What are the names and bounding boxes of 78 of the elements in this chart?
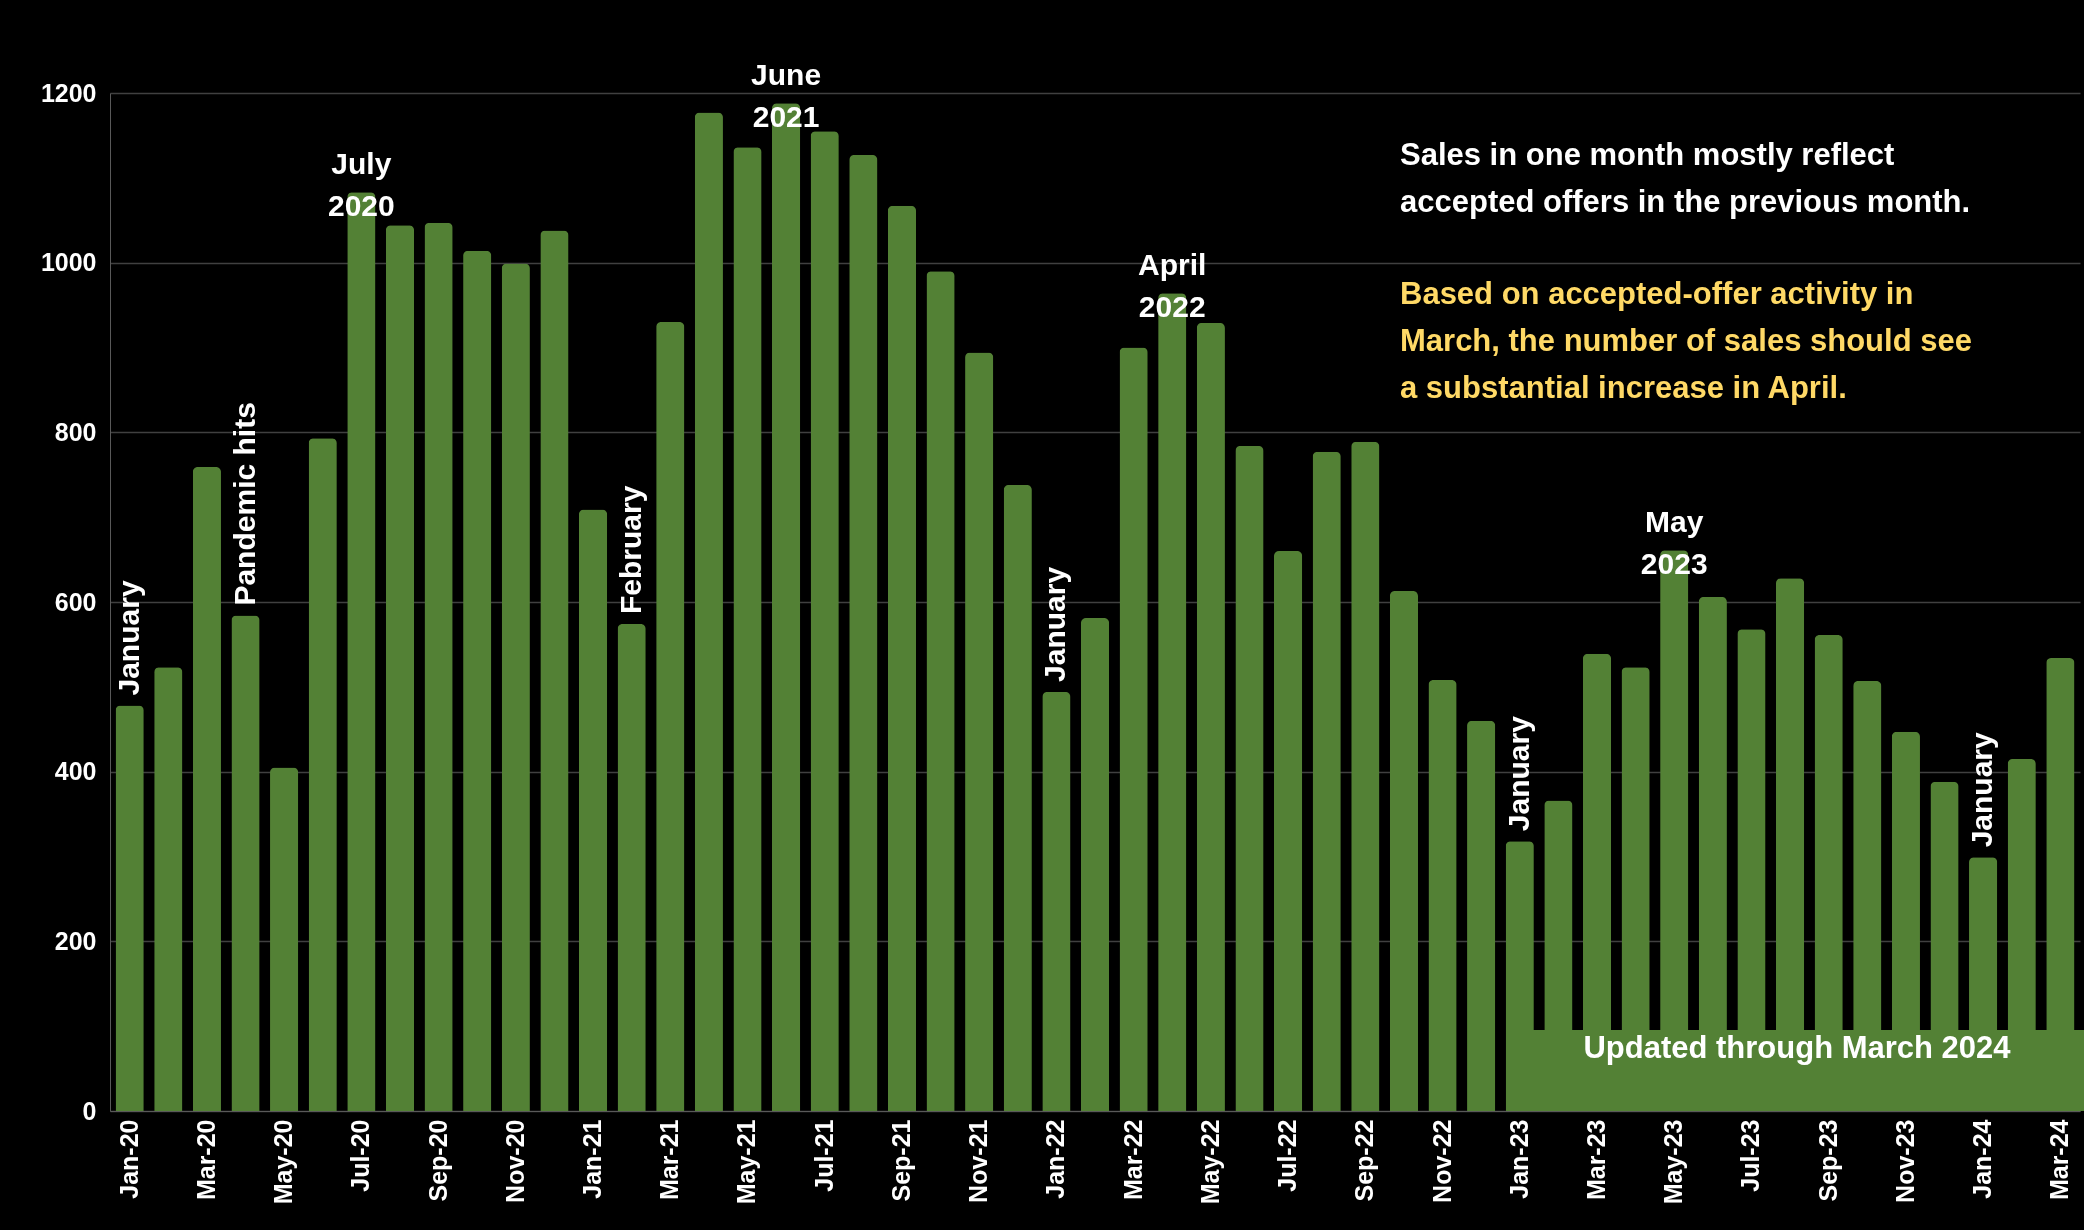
x-tick-label: Mar-22 — [1118, 1119, 1147, 1201]
bar — [810, 131, 839, 1111]
bar — [501, 263, 530, 1111]
bar — [694, 112, 723, 1111]
bar — [617, 624, 646, 1111]
bar — [385, 225, 415, 1111]
annotation: January — [111, 580, 145, 696]
bar — [1119, 347, 1148, 1111]
x-tick-label: Sep-20 — [423, 1119, 452, 1202]
x-tick-label: Jul-20 — [346, 1119, 375, 1192]
bar — [308, 438, 337, 1111]
x-tick-label: Nov-21 — [964, 1119, 993, 1203]
x-tick-label: May-21 — [732, 1119, 761, 1205]
annotation: January — [1501, 715, 1535, 832]
y-tick-label: 800 — [54, 417, 97, 446]
bar — [154, 667, 183, 1111]
annotation: Based on accepted-offer activity in March, the number of sales should see a substantial increase in April. — [1400, 276, 1972, 405]
x-tick-label: Jan-22 — [1041, 1119, 1070, 1199]
y-tick-label: 0 — [82, 1096, 97, 1125]
x-tick-label: Sep-21 — [886, 1119, 915, 1202]
annotation: February — [613, 485, 647, 615]
annotation: January — [1038, 566, 1072, 682]
bar — [656, 322, 685, 1111]
bar — [463, 250, 492, 1111]
bar — [1389, 590, 1418, 1111]
x-tick-label: Jan-20 — [114, 1119, 143, 1199]
annotation: January — [1965, 731, 1999, 848]
bar — [887, 205, 917, 1111]
x-tick-label: Mar-21 — [655, 1119, 684, 1201]
bar — [424, 222, 453, 1111]
bar — [578, 509, 608, 1111]
x-tick-label: May-20 — [269, 1119, 298, 1205]
x-tick-label: Sep-23 — [1813, 1119, 1842, 1202]
bar — [1467, 720, 1496, 1111]
bar — [1235, 445, 1264, 1111]
annotation: July 2020 — [327, 147, 395, 223]
x-tick-label: Jul-23 — [1736, 1119, 1765, 1192]
bar — [1312, 451, 1341, 1111]
annotation: May 2023 — [1640, 505, 1708, 581]
bar — [926, 271, 955, 1111]
x-tick-label: Mar-20 — [191, 1119, 220, 1201]
bar — [1351, 441, 1380, 1111]
bar — [1196, 322, 1225, 1111]
x-tick-label: Jan-23 — [1504, 1119, 1533, 1199]
x-tick-label: Jan-21 — [578, 1119, 607, 1199]
y-tick-label: 600 — [54, 587, 97, 616]
annotation: April 2022 — [1138, 248, 1207, 324]
bar — [965, 352, 994, 1111]
y-tick-label: 1000 — [40, 248, 97, 277]
bar — [270, 767, 299, 1111]
bar — [1428, 680, 1457, 1111]
bar — [540, 230, 569, 1111]
x-tick-label: Jul-21 — [809, 1119, 838, 1192]
bar — [1273, 551, 1303, 1111]
x-tick-label: Mar-24 — [2045, 1119, 2074, 1201]
bar — [1042, 691, 1071, 1111]
x-tick-label: May-22 — [1195, 1119, 1224, 1205]
x-tick-label: May-23 — [1659, 1119, 1688, 1205]
bar — [115, 705, 144, 1111]
x-tick-label: Mar-23 — [1581, 1119, 1610, 1201]
annotation: June 2021 — [751, 58, 822, 134]
x-tick-label: Sep-22 — [1350, 1119, 1379, 1202]
y-tick-label: 1200 — [40, 78, 97, 107]
bar — [1003, 484, 1032, 1111]
annotation: Pandemic hits — [227, 402, 261, 606]
y-tick-label: 200 — [54, 926, 97, 955]
y-tick-label: 400 — [54, 757, 97, 786]
x-tick-label: Nov-23 — [1890, 1119, 1919, 1203]
bar — [192, 467, 221, 1111]
x-tick-label: Jan-24 — [1968, 1119, 1997, 1199]
x-tick-label: Jul-22 — [1273, 1119, 1302, 1192]
x-tick-label: Nov-20 — [500, 1119, 529, 1203]
bar — [849, 154, 878, 1111]
bar — [231, 615, 260, 1111]
bar — [733, 147, 762, 1111]
x-tick-label: Nov-22 — [1427, 1119, 1456, 1203]
annotation: Sales in one month mostly reflect accepted offers in the previous month. — [1400, 137, 1971, 219]
bar — [1080, 618, 1110, 1111]
